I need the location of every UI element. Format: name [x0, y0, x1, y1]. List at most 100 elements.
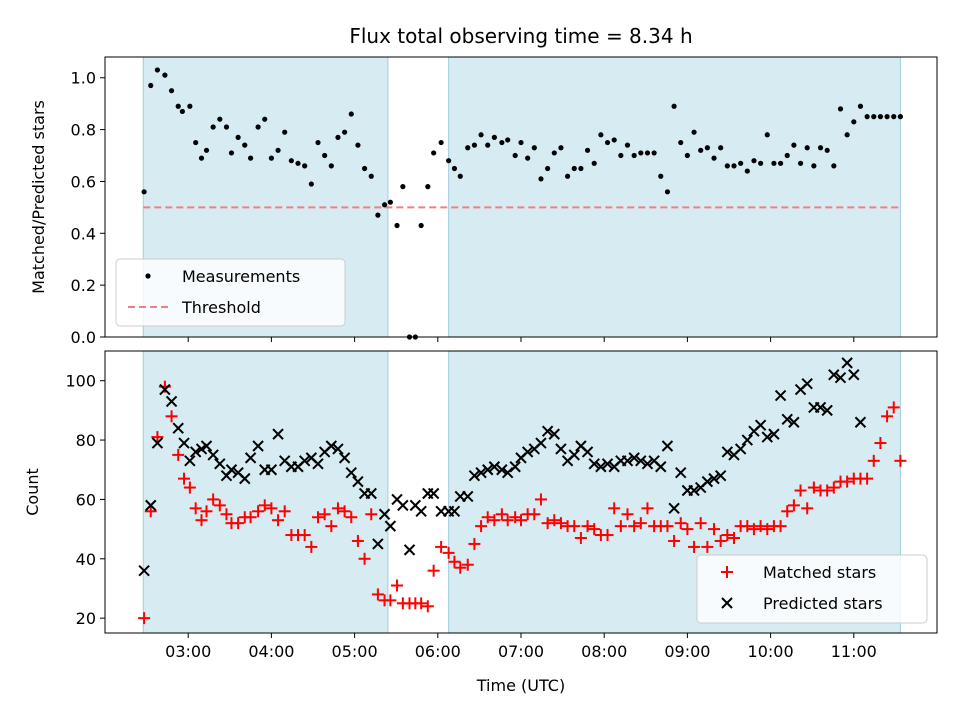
matched-star-point [534, 493, 547, 506]
predicted-star-point [535, 437, 547, 449]
measurement-point [505, 137, 511, 143]
measurement-point [684, 152, 691, 159]
predicted-star-point [655, 461, 667, 473]
x-tick-label: 10:00 [748, 642, 794, 661]
measurement-point [355, 142, 361, 148]
matched-star-point [894, 454, 907, 467]
measurement-point [282, 129, 288, 135]
measurement-point [451, 165, 458, 172]
matched-star-point [183, 481, 196, 494]
measurement-point [308, 181, 314, 187]
predicted-star-point [415, 505, 427, 518]
predicted-star-point [365, 487, 377, 500]
measurement-point [217, 116, 223, 122]
measurement-point [418, 222, 424, 229]
matched-star-point [568, 520, 581, 533]
measurement-point [471, 142, 478, 148]
predicted-star-point [734, 443, 747, 455]
measurement-point [804, 145, 810, 151]
matched-star-point [207, 493, 220, 506]
predicted-star-point [595, 461, 607, 473]
measurement-point [777, 160, 784, 166]
measurement-point [871, 114, 877, 120]
measurement-point [857, 103, 864, 109]
measurement-point [275, 147, 281, 153]
y-tick-label: 0.8 [71, 121, 96, 140]
matched-star-point [574, 532, 587, 545]
x-tick-label: 06:00 [415, 642, 461, 661]
matched-star-point [807, 481, 820, 494]
measurement-point [591, 160, 597, 166]
predicted-star-point [848, 369, 860, 381]
predicted-star-point [555, 443, 567, 455]
measurement-point [141, 189, 147, 195]
measurement-point [624, 142, 631, 148]
x-tick-label: 05:00 [332, 642, 378, 661]
measurement-point [342, 129, 348, 135]
predicted-star-point [225, 464, 238, 476]
predicted-star-point [338, 452, 351, 464]
matched-star-point [331, 502, 344, 515]
y-tick-label: 100 [65, 372, 96, 391]
matched-star-point [278, 505, 291, 518]
matched-star-point [861, 472, 874, 485]
legend-predicted-marker [721, 597, 733, 609]
y-tick-label: 0.2 [71, 276, 96, 295]
predicted-star-point [462, 490, 474, 503]
measurement-point [598, 132, 604, 138]
matched-star-point [621, 508, 634, 521]
measurement-point [738, 160, 744, 166]
measurement-point [658, 173, 664, 179]
predicted-star-point [272, 428, 284, 440]
matched-star-point [488, 514, 501, 527]
matched-star-point [887, 401, 900, 414]
predicted-star-point [641, 458, 654, 470]
predicted-star-point [601, 458, 614, 470]
measurement-point [302, 163, 308, 169]
matched-star-point [741, 520, 754, 533]
measurement-point [564, 173, 571, 179]
predicted-star-point [372, 538, 384, 550]
matched-star-point [172, 448, 185, 461]
measurement-point [751, 158, 757, 164]
predicted-star-point [265, 464, 278, 476]
predicted-star-point [841, 357, 853, 369]
predicted-star-point [741, 434, 754, 446]
matched-star-point [338, 505, 351, 518]
matched-star-point [548, 514, 561, 527]
matched-star-point [244, 511, 257, 524]
measurement-point [387, 199, 393, 205]
x-tick-label: 11:00 [831, 642, 877, 661]
predicted-star-point [668, 502, 680, 515]
matched-star-point [358, 552, 371, 565]
y-tick-label: 0.4 [71, 224, 96, 243]
measurement-point [538, 176, 544, 182]
measurement-point [512, 152, 518, 159]
matched-star-point [391, 579, 404, 592]
measurement-point [824, 147, 830, 153]
y-tick-label: 0.0 [71, 328, 96, 347]
matched-star-point [272, 514, 285, 527]
measurement-point [797, 160, 804, 166]
predicted-star-point [332, 443, 344, 455]
predicted-star-point [468, 469, 481, 482]
matched-star-point [213, 499, 226, 512]
matched-star-point [694, 517, 707, 530]
measurement-point [268, 155, 274, 161]
x-tick-label: 04:00 [248, 642, 294, 661]
top-y-ticks: 0.0 0.2 0.4 0.6 0.8 1.0 [71, 69, 105, 347]
measurement-point [784, 152, 790, 159]
measurement-point [571, 165, 577, 172]
matched-star-point [200, 505, 213, 518]
predicted-star-point [189, 446, 202, 458]
matched-star-point [801, 502, 814, 515]
predicted-star-point [821, 404, 833, 417]
measurement-point [485, 142, 491, 148]
measurement-point [877, 114, 884, 120]
measurement-point [531, 145, 537, 151]
matched-star-point [688, 540, 701, 553]
measurement-point [193, 139, 199, 146]
legend-predicted-label: Predicted stars [763, 594, 883, 613]
measurement-point [154, 67, 161, 73]
measurement-point [438, 139, 444, 146]
